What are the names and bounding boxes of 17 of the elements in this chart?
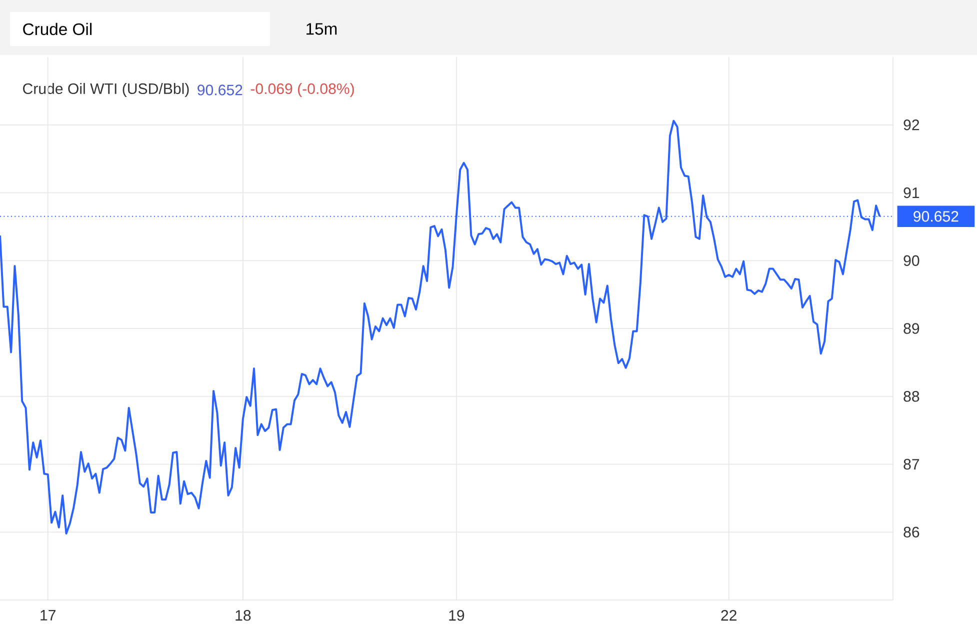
y-tick-label: 89 bbox=[904, 323, 920, 334]
y-tick-label: 92 bbox=[904, 120, 920, 130]
y-tick-label: 90 bbox=[904, 255, 920, 266]
y-tick-label: 86 bbox=[904, 526, 920, 538]
ref-line-label: 90.652 bbox=[914, 211, 958, 222]
text: Crude Oil WTI (USD/Bbl) bbox=[23, 82, 189, 98]
y-tick-label: 87 bbox=[904, 458, 920, 470]
y-tick-label: 91 bbox=[904, 187, 920, 198]
y-tick-label: 88 bbox=[904, 391, 920, 402]
text: Crude Oil bbox=[23, 22, 92, 36]
x-tick-label: 17 bbox=[40, 610, 56, 620]
x-tick-label: 18 bbox=[236, 610, 251, 621]
x-tick-label: 22 bbox=[721, 610, 736, 621]
x-tick-label: 19 bbox=[449, 610, 464, 621]
annotation: -0.069 (-0.08%) bbox=[250, 82, 354, 98]
annotation: 90.652 bbox=[198, 84, 242, 96]
text: 15m bbox=[306, 23, 337, 35]
